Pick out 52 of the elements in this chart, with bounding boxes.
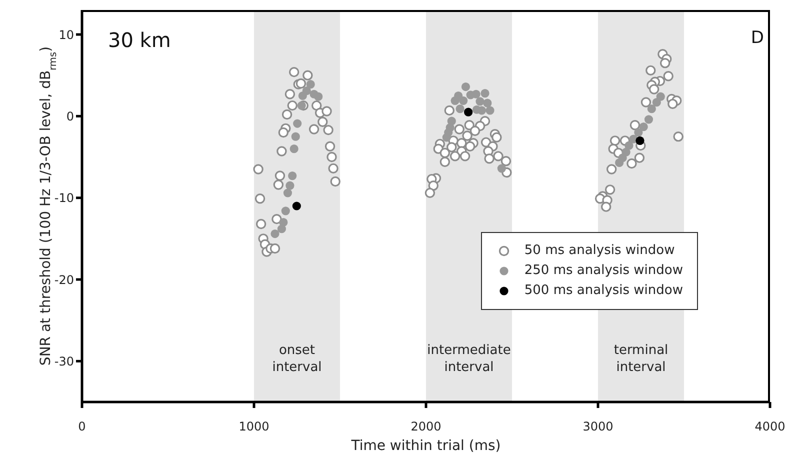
point [290,144,298,154]
point [483,98,492,108]
point [442,133,451,142]
point [497,164,506,173]
point [288,171,297,180]
point [461,82,470,92]
point [306,80,315,89]
legend-label: 250 ms analysis window [524,262,683,280]
point [486,106,494,115]
y-tick-label: -30 [54,354,74,368]
x-axis-title: Time within trial (ms) [350,438,501,454]
point [634,128,643,137]
point [652,98,661,107]
point [464,108,473,116]
point [647,104,656,114]
band-label: intermediate interval [427,343,511,375]
point [283,188,292,198]
y-tick-label: 0 [66,109,74,124]
point [472,90,480,98]
x-tick-label: 4000 [754,420,786,434]
annotation: 30 km [108,28,171,52]
y-tick-label: -20 [54,272,74,287]
point [636,136,644,145]
x-tick-label: 1000 [238,420,270,434]
band-label: terminal interval [614,343,668,375]
point [286,181,294,190]
point [456,104,464,114]
point [277,224,286,234]
point [270,229,280,238]
point [459,96,468,105]
point [291,132,300,141]
point [298,91,307,100]
point [281,206,290,216]
point [615,158,624,168]
y-tick-label: -10 [54,191,74,206]
point [639,122,648,132]
legend-label: 500 ms analysis window [524,282,683,300]
point [297,101,306,110]
point [292,202,301,210]
point [450,96,460,105]
point [293,119,302,128]
x-tick-label: 2000 [410,420,442,434]
y-tick-label: 10 [58,28,74,42]
point [644,115,654,124]
point [480,89,490,98]
point [476,97,484,106]
annotation: D [750,28,764,48]
point [314,92,323,101]
band-label: onset interval [272,343,322,375]
x-tick-label: 3000 [582,420,614,434]
x-tick-label: 0 [78,420,86,434]
legend-label: 50 ms analysis window [524,242,675,260]
